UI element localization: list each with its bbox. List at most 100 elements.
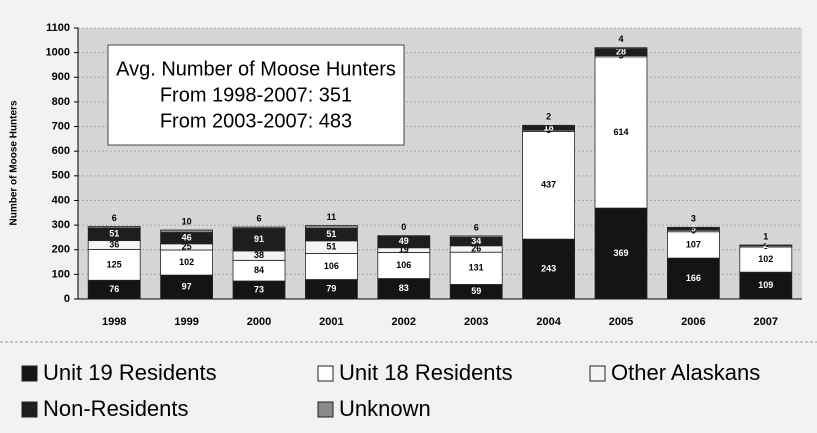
value-label: 26 xyxy=(471,243,481,253)
value-label: 166 xyxy=(686,273,701,283)
value-label: 36 xyxy=(109,239,119,249)
bar-segment xyxy=(87,249,141,281)
bar-segment xyxy=(449,235,503,238)
value-label: 79 xyxy=(326,284,336,294)
x-tick-label: 1998 xyxy=(102,316,126,328)
legend-label: Unit 19 Residents xyxy=(43,360,217,385)
x-tick-label: 2002 xyxy=(392,316,416,328)
legend-swatch xyxy=(21,401,38,418)
y-tick-label: 1100 xyxy=(46,22,70,34)
bar-segment xyxy=(522,131,575,240)
value-label: 109 xyxy=(758,280,773,290)
annotation-line: Avg. Number of Moose Hunters xyxy=(116,58,396,80)
legend-swatch xyxy=(317,365,334,382)
value-label: 38 xyxy=(254,250,264,260)
y-tick-label: 300 xyxy=(52,219,70,231)
value-label: 107 xyxy=(686,239,701,249)
bar-segment xyxy=(160,249,214,276)
value-label: 0 xyxy=(401,222,406,232)
y-tick-label: 500 xyxy=(52,170,70,182)
value-label: 25 xyxy=(182,241,192,251)
y-tick-label: 200 xyxy=(52,244,70,256)
bar-segment xyxy=(87,226,141,229)
legend-label: Unit 18 Residents xyxy=(339,360,513,385)
value-label: 11 xyxy=(327,212,337,222)
y-axis-label: Number of Moose Hunters xyxy=(9,100,20,225)
value-label: 131 xyxy=(469,263,484,273)
value-label: 6 xyxy=(256,213,261,223)
bar-segment xyxy=(232,226,286,229)
value-label: 76 xyxy=(109,284,119,294)
x-tick-label: 2007 xyxy=(754,316,778,328)
legend-label: Unknown xyxy=(339,396,431,421)
value-label: 51 xyxy=(326,242,336,252)
legend-swatch xyxy=(317,401,334,418)
y-tick-label: 900 xyxy=(52,71,70,83)
value-label: 102 xyxy=(758,254,773,264)
bar-segment xyxy=(160,229,214,233)
legend-label: Other Alaskans xyxy=(611,360,760,385)
legend-label: Non-Residents xyxy=(43,396,189,421)
value-label: 9 xyxy=(691,224,696,234)
bar-segment xyxy=(449,251,503,285)
bar-segment xyxy=(667,257,720,300)
bar-segment xyxy=(667,226,720,229)
value-label: 59 xyxy=(471,286,481,296)
y-tick-label: 1000 xyxy=(46,47,70,59)
annotation-line: From 2003-2007: 483 xyxy=(160,110,352,132)
bar-segment xyxy=(377,235,431,249)
value-label: 125 xyxy=(107,259,122,269)
value-label: 91 xyxy=(254,234,264,244)
value-label: 6 xyxy=(474,222,479,232)
value-label: 1 xyxy=(763,231,768,241)
bar-segment xyxy=(594,207,648,300)
value-label: 73 xyxy=(254,284,264,294)
value-label: 243 xyxy=(541,263,556,273)
value-label: 102 xyxy=(179,257,194,267)
value-label: 83 xyxy=(399,283,409,293)
value-label: 3 xyxy=(691,214,696,224)
x-tick-label: 2005 xyxy=(609,316,633,328)
bar-segment xyxy=(304,225,358,229)
value-label: 437 xyxy=(541,180,556,190)
x-tick-label: 2006 xyxy=(681,316,705,328)
bar-segment xyxy=(739,246,793,273)
x-tick-label: 2001 xyxy=(319,316,343,328)
value-label: 614 xyxy=(613,127,628,137)
x-tick-label: 2004 xyxy=(536,316,561,328)
value-label: 6 xyxy=(112,213,117,223)
value-label: 10 xyxy=(182,216,192,226)
value-label: 51 xyxy=(109,229,119,239)
y-tick-label: 400 xyxy=(52,194,70,206)
value-label: 34 xyxy=(471,236,481,246)
bar-segment xyxy=(304,253,358,280)
value-label: 369 xyxy=(613,248,628,258)
value-label: 4 xyxy=(618,34,623,44)
value-label: 106 xyxy=(324,261,339,271)
x-tick-label: 1999 xyxy=(174,316,198,328)
value-label: 51 xyxy=(326,229,336,239)
value-label: 49 xyxy=(399,236,409,246)
value-label: 28 xyxy=(616,47,626,57)
value-label: 2 xyxy=(546,112,551,122)
y-tick-label: 700 xyxy=(52,120,70,132)
value-label: 46 xyxy=(182,233,192,243)
value-label: 18 xyxy=(544,122,554,132)
value-label: 19 xyxy=(399,244,409,254)
bar-segment xyxy=(739,271,793,300)
annotation-line: From 1998-2007: 351 xyxy=(160,84,352,106)
value-label: 106 xyxy=(396,260,411,270)
y-tick-label: 800 xyxy=(52,96,70,108)
value-label: 97 xyxy=(182,281,192,291)
bar-segment xyxy=(377,252,431,279)
bar-segment xyxy=(594,47,648,50)
bar-segment xyxy=(667,231,720,259)
annotation-box xyxy=(107,44,405,146)
y-tick-label: 0 xyxy=(64,293,70,305)
y-tick-label: 600 xyxy=(52,145,70,157)
legend-swatch xyxy=(21,365,38,382)
x-tick-label: 2003 xyxy=(464,316,488,328)
value-label: 84 xyxy=(254,265,264,275)
legend-swatch xyxy=(589,365,606,382)
